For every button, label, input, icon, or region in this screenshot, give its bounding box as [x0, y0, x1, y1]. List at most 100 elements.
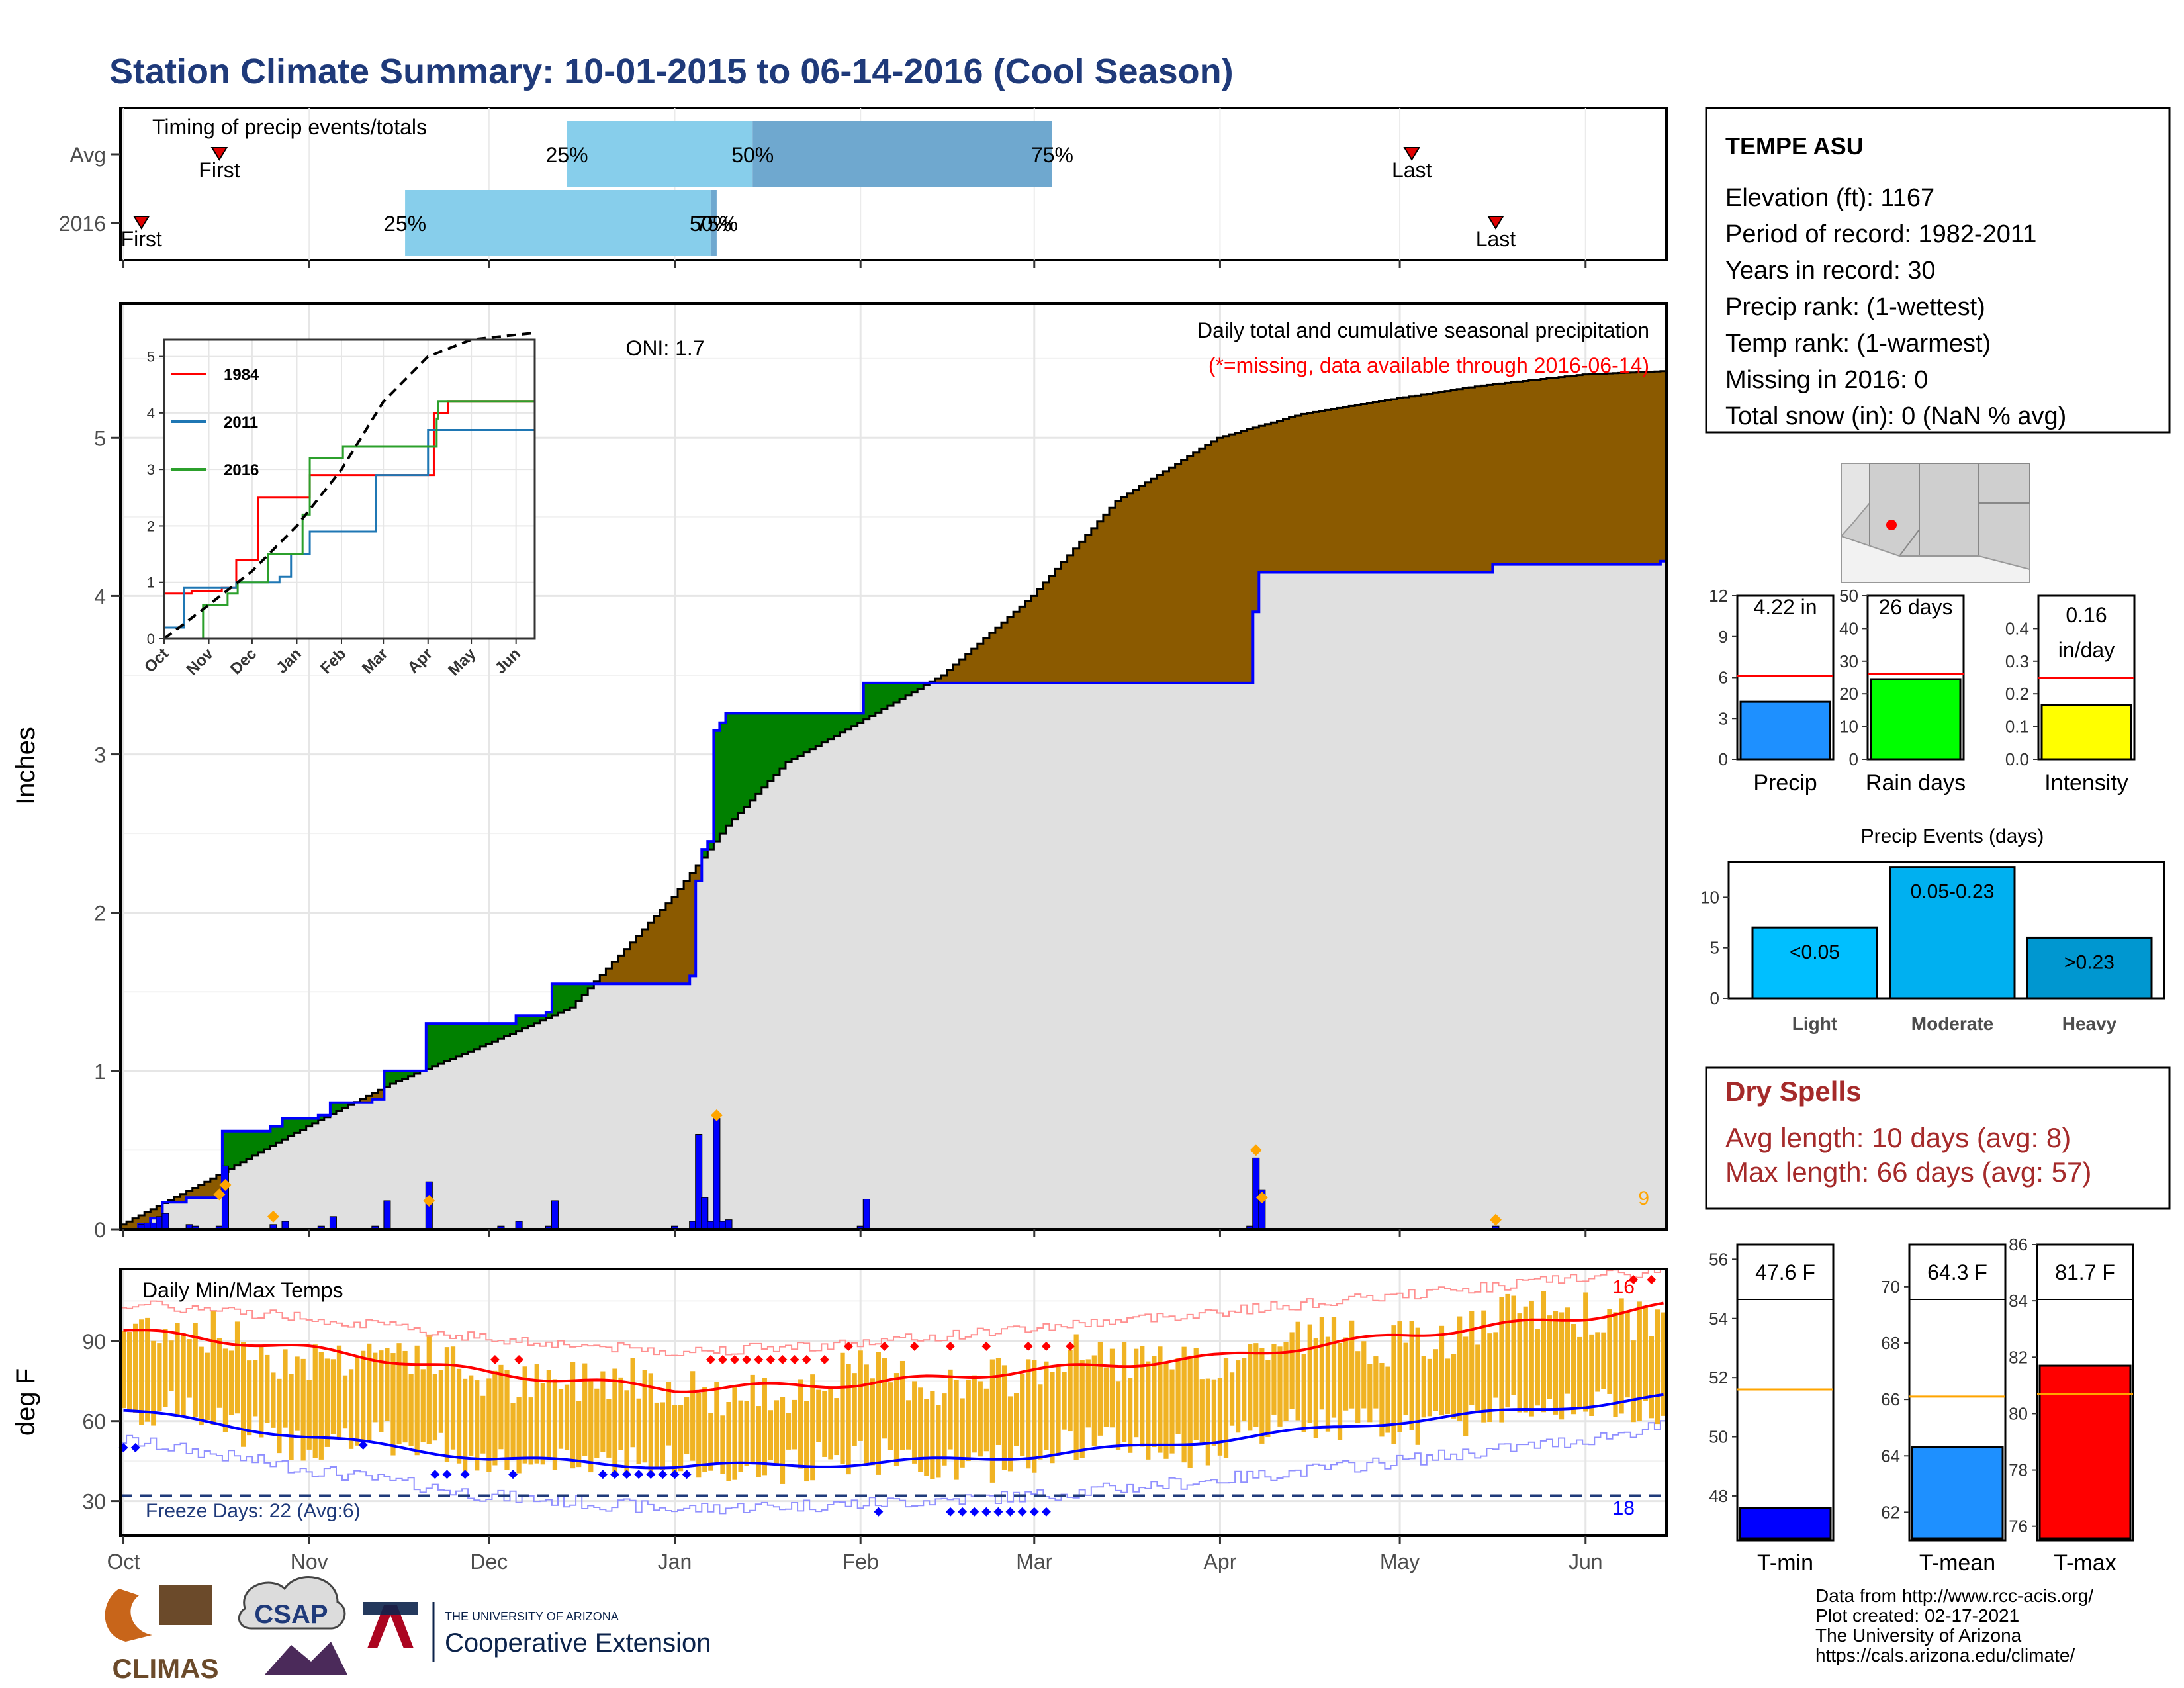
freeze-marker [634, 1470, 644, 1479]
daily-temp-bar [1073, 1334, 1079, 1460]
daily-temp-bar [1121, 1342, 1127, 1442]
daily-temp-bar [1631, 1340, 1636, 1423]
extreme-temp-marker [844, 1341, 854, 1351]
daily-temp-bar [1001, 1365, 1007, 1470]
daily-temp-bar [1481, 1310, 1486, 1423]
dry-frame [1705, 1066, 2171, 1210]
daily-temp-bar [1571, 1324, 1576, 1415]
month-label: Oct [107, 1550, 140, 1573]
daily-temp-bar [822, 1391, 827, 1457]
station-name: TEMPE ASU [1725, 132, 1864, 160]
station-line: Period of record: 1982-2011 [1725, 220, 2036, 248]
extreme-temp-marker [717, 1355, 727, 1365]
daily-temp-bar [330, 1359, 336, 1434]
daily-precip-bar [701, 1197, 709, 1230]
daily-temps-panel: Daily Min/Max Temps Freeze Days: 22 (Avg:… [11, 1268, 1668, 1573]
mini-bar-tick-label: 0.3 [2005, 651, 2029, 671]
daily-temp-bar [696, 1393, 702, 1478]
temp-bar-tick-label: 62 [1881, 1502, 1900, 1522]
daily-temp-bar [960, 1398, 965, 1468]
daily-temp-bar [1026, 1359, 1031, 1469]
daily-temp-bar [1409, 1321, 1414, 1430]
temp-bar [2038, 1364, 2132, 1540]
daily-temp-bar [163, 1329, 168, 1407]
station-line: Missing in 2016: 0 [1725, 366, 1928, 394]
freeze-count-label: 18 [1613, 1497, 1635, 1519]
main-chart-title: Daily total and cumulative seasonal prec… [1197, 318, 1649, 342]
events-tick-label: 10 [1700, 887, 1719, 907]
mini-bar-tick-label: 10 [1839, 717, 1858, 737]
daily-temp-bar [744, 1401, 749, 1466]
station-frame [1705, 107, 2171, 434]
daily-precip-bar [695, 1134, 703, 1230]
daily-temp-bar [289, 1374, 294, 1460]
event-bar [1889, 866, 2016, 1000]
precip-summary-bars: 0 3 6 9 12 4.22 in Precip 0 10 20 30 40 50 26 days Rai… [1709, 586, 2136, 796]
credit-line: Data from http://www.rcc-acis.org/ [1815, 1585, 2093, 1606]
daily-temp-bar [295, 1356, 300, 1431]
daily-temp-bar [1085, 1359, 1091, 1428]
daily-temp-bar [564, 1384, 570, 1450]
extreme-temp-marker [754, 1355, 764, 1365]
temp-bar-tick-label: 50 [1709, 1427, 1728, 1447]
daily-temp-bar [606, 1399, 612, 1458]
daily-temp-bar [858, 1350, 863, 1441]
daily-temp-bar [1181, 1346, 1187, 1463]
daily-temp-bar [618, 1377, 623, 1450]
daily-temp-bar [906, 1400, 911, 1450]
dry-max-line: Max length: 66 days (avg: 57) [1725, 1156, 2091, 1188]
daily-temp-bar [1146, 1361, 1151, 1460]
mini-bar-tick-label: 3 [1719, 708, 1728, 728]
event-marker [267, 1210, 279, 1223]
daily-temp-bar [600, 1371, 606, 1452]
daily-temp-bar [624, 1390, 629, 1476]
mini-bar-tick-label: 0.0 [2005, 749, 2029, 769]
daily-temp-bar [1415, 1327, 1420, 1445]
timing-first-label: First [199, 158, 240, 182]
temp-bar-tick-label: 78 [2009, 1460, 2028, 1480]
above-observed-area [120, 371, 1667, 1229]
freeze-marker [508, 1470, 518, 1479]
daily-temp-bar [978, 1381, 983, 1457]
daily-temp-bar [588, 1379, 594, 1473]
daily-temp-bar [1625, 1310, 1630, 1398]
main-ylabel: Inches [11, 727, 40, 805]
extreme-temp-marker [1041, 1341, 1051, 1351]
daily-temp-bar [672, 1405, 678, 1477]
mini-bar-tick-label: 12 [1709, 586, 1728, 606]
mini-bar [1739, 700, 1831, 761]
daily-temp-bar [1559, 1312, 1565, 1420]
temp-bar-frame [1736, 1243, 1835, 1542]
timing-q75-label: 75% [696, 212, 738, 236]
daily-temp-bar [1223, 1358, 1229, 1458]
daily-temp-bar [720, 1415, 725, 1474]
inset-ytick-label: 0 [147, 631, 155, 647]
daily-temp-bar [738, 1400, 743, 1472]
temp-bar-tick-label: 80 [2009, 1403, 2028, 1423]
freeze-marker [1017, 1507, 1027, 1517]
daily-temp-bar [373, 1352, 378, 1423]
daily-temp-bar [912, 1381, 917, 1464]
daily-temp-bar [582, 1363, 588, 1456]
timing-box-lower [567, 121, 753, 187]
daily-temp-bar [995, 1358, 1001, 1445]
daily-temp-bar [798, 1379, 803, 1469]
dry-spells-box: Dry Spells Avg length: 10 days (avg: 8)Ma… [1705, 1066, 2171, 1210]
missing-note: (*=missing, data available through 2016-… [1208, 353, 1649, 377]
extreme-temp-marker [981, 1341, 991, 1351]
daily-temp-bar [145, 1317, 150, 1422]
freeze-marker [646, 1470, 656, 1479]
month-label: Apr [1204, 1550, 1237, 1573]
daily-temp-bar [924, 1399, 929, 1476]
daily-temp-bar [1607, 1309, 1612, 1394]
daily-temp-bar [762, 1378, 767, 1476]
mini-bar-value-label: 0.16 [2066, 603, 2107, 627]
daily-temp-bar [1523, 1306, 1528, 1413]
credit-line: The University of Arizona [1815, 1625, 2022, 1646]
daily-temp-bar [1301, 1354, 1306, 1432]
freeze-marker [670, 1470, 680, 1479]
dry-title: Dry Spells [1725, 1076, 1861, 1107]
credit-line: https://cals.arizona.edu/climate/ [1815, 1645, 2075, 1665]
daily-temp-bar [1283, 1342, 1289, 1421]
